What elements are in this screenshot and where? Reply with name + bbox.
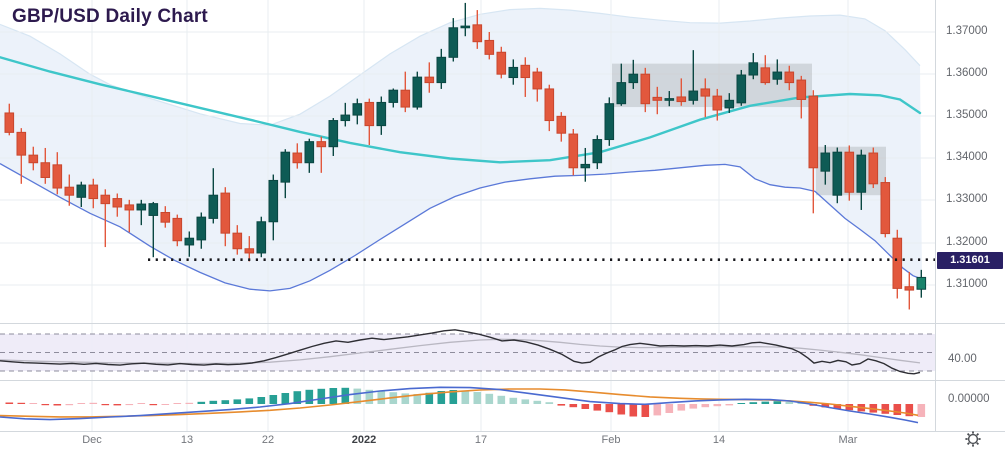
- time-axis-tick: 2022: [351, 434, 377, 446]
- price-axis-label: 1.31000: [946, 278, 988, 290]
- rsi-axis-label: 40.00: [948, 353, 977, 365]
- macd-axis-label: 0.00000: [948, 393, 990, 405]
- bollinger-band-fill: [0, 8, 922, 291]
- axis-margin: [936, 0, 1005, 431]
- sma-line: [0, 56, 922, 164]
- rsi-line: [0, 329, 921, 375]
- gear-icon: [960, 431, 986, 453]
- rsi-ma-line: [0, 338, 921, 365]
- price-axis-label: 1.32000: [946, 236, 988, 248]
- macd-histogram: [5, 387, 926, 417]
- time-axis-tick: Feb: [601, 434, 621, 446]
- page-title: GBP/USD Daily Chart: [12, 6, 208, 27]
- time-axis-tick: 14: [712, 434, 726, 446]
- time-axis-tick: 17: [474, 434, 488, 446]
- macd-signal-line: [0, 388, 919, 418]
- price-axis-label: 1.33000: [946, 193, 988, 205]
- candlesticks: [4, 2, 927, 310]
- price-axis-label: 1.37000: [946, 25, 988, 37]
- band-lower-line: [0, 163, 923, 292]
- last-price-chip: 1.31601: [937, 252, 1003, 269]
- settings-button[interactable]: [960, 427, 986, 451]
- time-axis-tick: 22: [261, 434, 275, 446]
- price-axis-label: 1.34000: [946, 151, 988, 163]
- price-axis-label: 1.35000: [946, 109, 988, 121]
- band-upper-line: [0, 7, 921, 126]
- price-axis-label: 1.36000: [946, 67, 988, 79]
- time-axis-tick: Mar: [838, 434, 858, 446]
- macd-line: [0, 386, 919, 424]
- time-axis-tick: 13: [180, 434, 194, 446]
- time-axis-tick: Dec: [82, 434, 102, 446]
